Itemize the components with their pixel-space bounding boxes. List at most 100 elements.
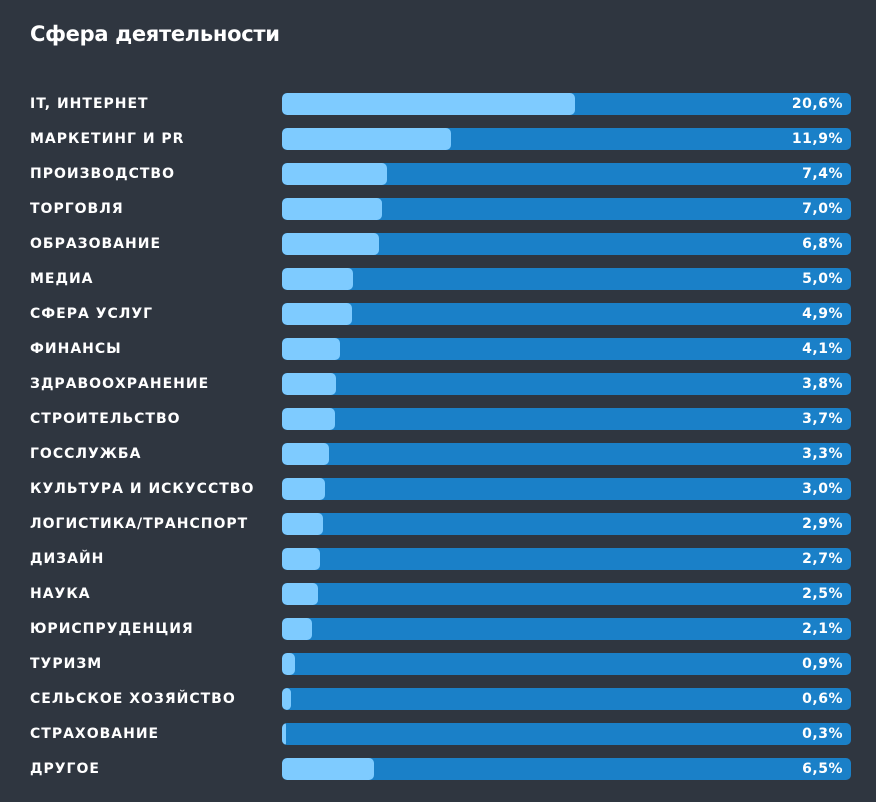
bar-row: ТОРГОВЛЯ 7,0% [0,198,876,220]
bar-fill [282,723,286,745]
bar-track: 2,1% [282,618,851,640]
category-label: СЕЛЬСКОЕ ХОЗЯЙСТВО [30,691,236,707]
category-label: ОБРАЗОВАНИЕ [30,236,162,252]
bar-row: МЕДИА 5,0% [0,268,876,290]
bar-row: ЛОГИСТИКА/ТРАНСПОРТ 2,9% [0,513,876,535]
bar-track: 0,6% [282,688,851,710]
bar-row: ЮРИСПРУДЕНЦИЯ 2,1% [0,618,876,640]
value-label: 5,0% [802,271,843,287]
bar-track: 4,1% [282,338,851,360]
bar-fill [282,548,320,570]
bar-row: СТРАХОВАНИЕ 0,3% [0,723,876,745]
bar-fill [282,653,295,675]
value-label: 4,9% [802,306,843,322]
category-label: МАРКЕТИНГ И PR [30,131,185,147]
category-label: ГОССЛУЖБА [30,446,142,462]
category-label: СТРОИТЕЛЬСТВО [30,411,181,427]
value-label: 3,3% [802,446,843,462]
category-label: ЮРИСПРУДЕНЦИЯ [30,621,194,637]
bar-fill [282,478,325,500]
bar-row: ДРУГОЕ 6,5% [0,758,876,780]
category-label: ПРОИЗВОДСТВО [30,166,175,182]
bar-track: 3,7% [282,408,851,430]
bar-track: 7,0% [282,198,851,220]
bar-track: 6,5% [282,758,851,780]
bar-row: ФИНАНСЫ 4,1% [0,338,876,360]
value-label: 0,9% [802,656,843,672]
bar-row: ПРОИЗВОДСТВО 7,4% [0,163,876,185]
bar-track: 2,9% [282,513,851,535]
value-label: 2,7% [802,551,843,567]
category-label: НАУКА [30,586,91,602]
bar-fill [282,513,323,535]
value-label: 6,8% [802,236,843,252]
bar-fill [282,198,382,220]
category-label: ЗДРАВООХРАНЕНИЕ [30,376,210,392]
value-label: 3,7% [802,411,843,427]
bar-fill [282,408,335,430]
bar-row: СТРОИТЕЛЬСТВО 3,7% [0,408,876,430]
bar-fill [282,688,291,710]
category-label: IT, ИНТЕРНЕТ [30,96,149,112]
bar-track: 20,6% [282,93,851,115]
category-label: СТРАХОВАНИЕ [30,726,160,742]
bar-fill [282,128,451,150]
category-label: ДИЗАЙН [30,551,105,567]
bar-row: КУЛЬТУРА И ИСКУССТВО 3,0% [0,478,876,500]
bar-track: 7,4% [282,163,851,185]
bar-fill [282,338,340,360]
bar-row: ДИЗАЙН 2,7% [0,548,876,570]
value-label: 7,0% [802,201,843,217]
bar-track: 4,9% [282,303,851,325]
value-label: 2,9% [802,516,843,532]
chart-title: Сфера деятельности [30,22,280,46]
bar-track: 2,7% [282,548,851,570]
value-label: 0,3% [802,726,843,742]
bar-track: 6,8% [282,233,851,255]
bar-track: 2,5% [282,583,851,605]
category-label: ТОРГОВЛЯ [30,201,124,217]
bar-fill [282,93,575,115]
bar-fill [282,618,312,640]
bar-fill [282,163,387,185]
category-label: ТУРИЗМ [30,656,103,672]
bar-fill [282,758,374,780]
bar-row: IT, ИНТЕРНЕТ 20,6% [0,93,876,115]
bar-row: СФЕРА УСЛУГ 4,9% [0,303,876,325]
bar-row: НАУКА 2,5% [0,583,876,605]
category-label: КУЛЬТУРА И ИСКУССТВО [30,481,255,497]
bar-fill [282,268,353,290]
bar-row: МАРКЕТИНГ И PR 11,9% [0,128,876,150]
value-label: 0,6% [802,691,843,707]
bar-fill [282,443,329,465]
bar-fill [282,303,352,325]
value-label: 2,1% [802,621,843,637]
bar-row: СЕЛЬСКОЕ ХОЗЯЙСТВО 0,6% [0,688,876,710]
value-label: 6,5% [802,761,843,777]
value-label: 11,9% [791,131,843,147]
bar-fill [282,373,336,395]
bar-track: 3,8% [282,373,851,395]
value-label: 3,0% [802,481,843,497]
bar-row: ОБРАЗОВАНИЕ 6,8% [0,233,876,255]
value-label: 2,5% [802,586,843,602]
value-label: 3,8% [802,376,843,392]
bar-row: ГОССЛУЖБА 3,3% [0,443,876,465]
bar-fill [282,233,379,255]
value-label: 20,6% [791,96,843,112]
bar-track: 0,3% [282,723,851,745]
bar-row: ЗДРАВООХРАНЕНИЕ 3,8% [0,373,876,395]
category-label: ФИНАНСЫ [30,341,122,357]
category-label: МЕДИА [30,271,94,287]
value-label: 7,4% [802,166,843,182]
bar-fill [282,583,318,605]
bar-track: 11,9% [282,128,851,150]
bar-track: 3,3% [282,443,851,465]
bar-track: 0,9% [282,653,851,675]
category-label: СФЕРА УСЛУГ [30,306,154,322]
value-label: 4,1% [802,341,843,357]
bar-track: 3,0% [282,478,851,500]
category-label: ДРУГОЕ [30,761,100,777]
bar-row: ТУРИЗМ 0,9% [0,653,876,675]
category-label: ЛОГИСТИКА/ТРАНСПОРТ [30,516,249,532]
